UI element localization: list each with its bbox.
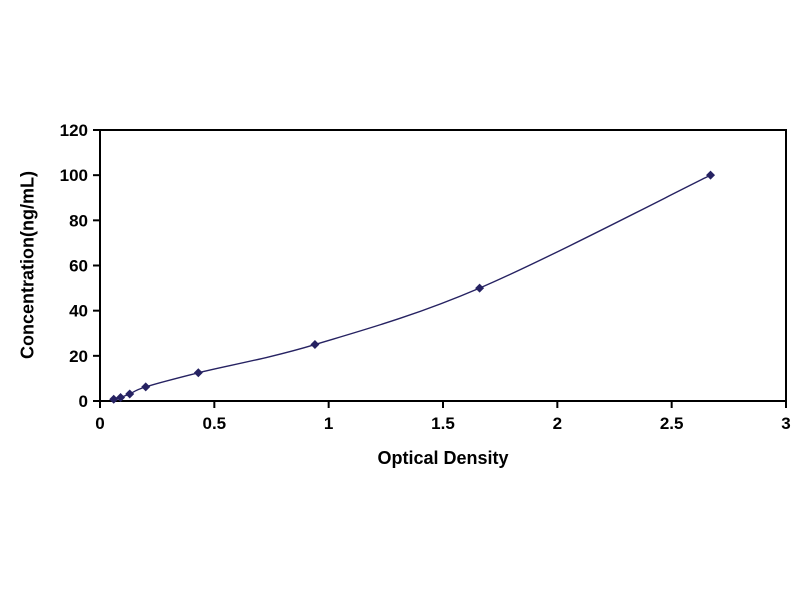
y-tick-label: 60 (69, 257, 88, 276)
y-axis-label: Concentration(ng/mL) (17, 171, 38, 359)
data-point-marker (475, 283, 485, 293)
y-tick-label: 120 (60, 121, 88, 140)
x-tick-label: 1.5 (431, 414, 455, 433)
x-axis-label: Optical Density (377, 448, 509, 468)
plot-frame (99, 129, 787, 402)
data-point-marker (116, 392, 126, 402)
x-tick-label: 2.5 (660, 414, 684, 433)
y-tick-label: 20 (69, 347, 88, 366)
data-point-marker (706, 170, 716, 180)
y-tick-label: 0 (79, 392, 88, 411)
x-tick-label: 1 (324, 414, 333, 433)
x-tick-label: 0 (95, 414, 104, 433)
x-tick-label: 0.5 (203, 414, 227, 433)
data-point-marker (310, 340, 320, 350)
x-tick-label: 3 (781, 414, 790, 433)
y-tick-label: 100 (60, 166, 88, 185)
data-point-marker (193, 368, 203, 378)
x-tick-label: 2 (553, 414, 562, 433)
data-point-marker (125, 389, 135, 399)
data-point-marker (109, 394, 119, 404)
y-tick-label: 40 (69, 302, 88, 321)
y-tick-label: 80 (69, 211, 88, 230)
data-point-marker (141, 382, 151, 392)
series-line (113, 174, 711, 400)
